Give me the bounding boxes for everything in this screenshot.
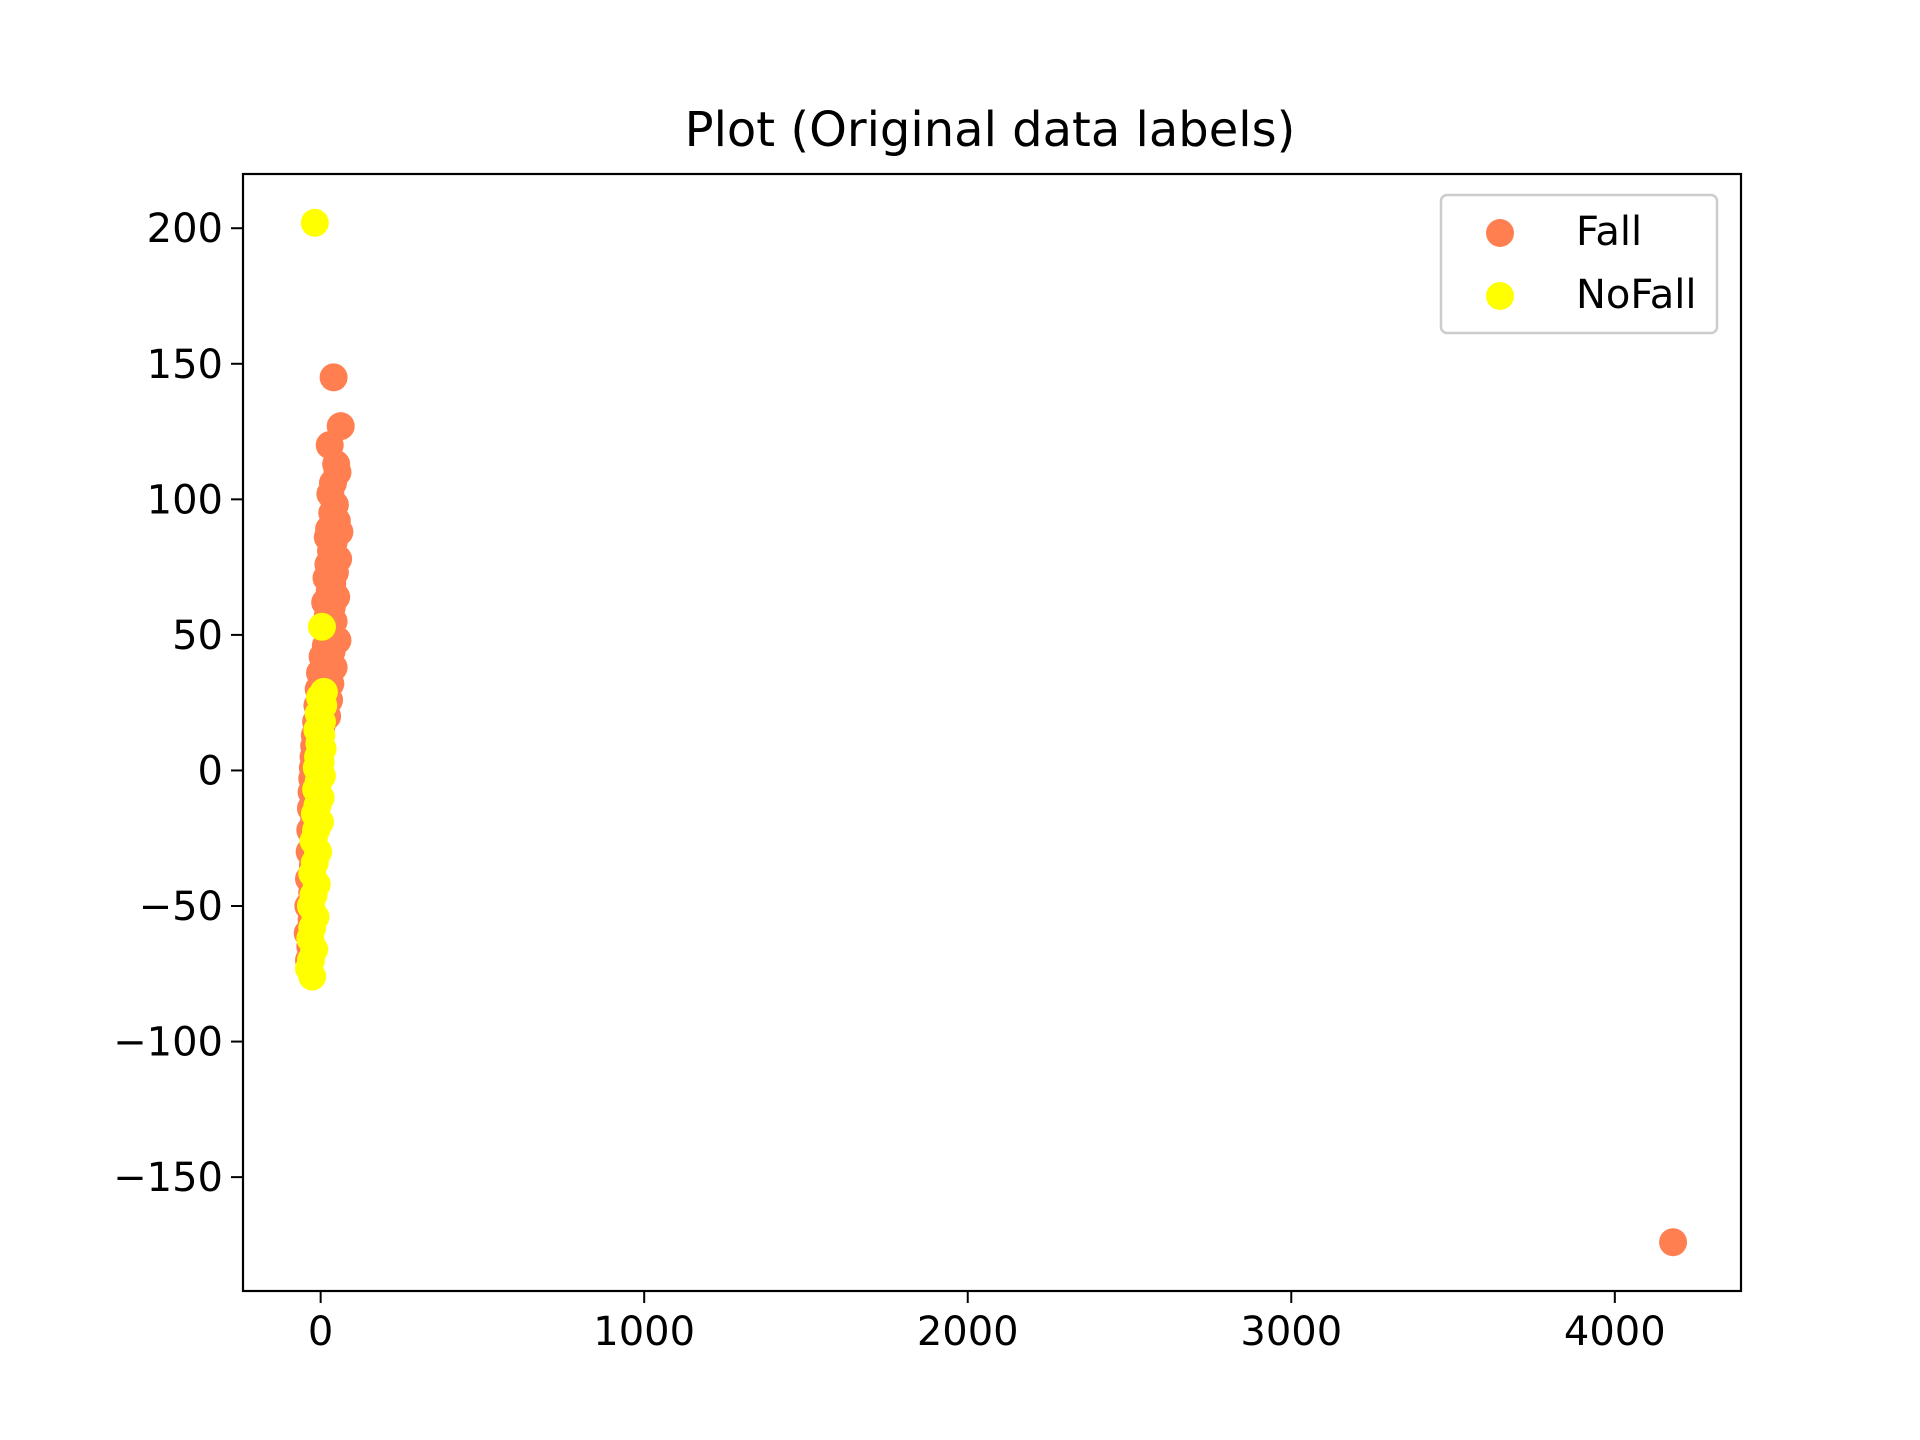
legend-label-nofall: NoFall bbox=[1576, 272, 1696, 318]
x-tick-label: 3000 bbox=[1240, 1309, 1342, 1355]
y-tick-label: 50 bbox=[172, 613, 223, 659]
legend-marker-fall bbox=[1486, 219, 1514, 247]
point-nofall bbox=[300, 208, 329, 237]
x-tick-label: 0 bbox=[308, 1309, 333, 1355]
point-nofall bbox=[298, 962, 327, 991]
plot-area-frame bbox=[241, 172, 1743, 1293]
point-nofall bbox=[307, 612, 336, 641]
chart-title: Plot (Original data labels) bbox=[685, 102, 1296, 158]
point-fall bbox=[319, 363, 348, 392]
legend-marker-nofall bbox=[1486, 282, 1514, 310]
y-axis: −150 −100 −50 0 50 100 150 200 bbox=[113, 206, 243, 1201]
point-fall bbox=[1659, 1228, 1688, 1257]
series-nofall bbox=[295, 208, 338, 991]
series-fall bbox=[293, 363, 1688, 1257]
legend: Fall NoFall bbox=[1439, 193, 1719, 335]
y-tick-label: 100 bbox=[147, 477, 223, 523]
y-tick-label: −100 bbox=[113, 1020, 223, 1066]
points-layer bbox=[293, 208, 1688, 1257]
y-tick-label: 150 bbox=[147, 342, 223, 388]
x-tick-label: 2000 bbox=[917, 1309, 1019, 1355]
y-tick-label: −150 bbox=[113, 1155, 223, 1201]
x-tick-label: 4000 bbox=[1564, 1309, 1666, 1355]
x-axis: 0 1000 2000 3000 4000 bbox=[308, 1291, 1666, 1355]
x-tick-label: 1000 bbox=[593, 1309, 695, 1355]
y-tick-label: 200 bbox=[147, 206, 223, 252]
y-tick-label: 0 bbox=[198, 748, 223, 794]
legend-label-fall: Fall bbox=[1576, 209, 1642, 255]
y-tick-label: −50 bbox=[139, 884, 223, 930]
